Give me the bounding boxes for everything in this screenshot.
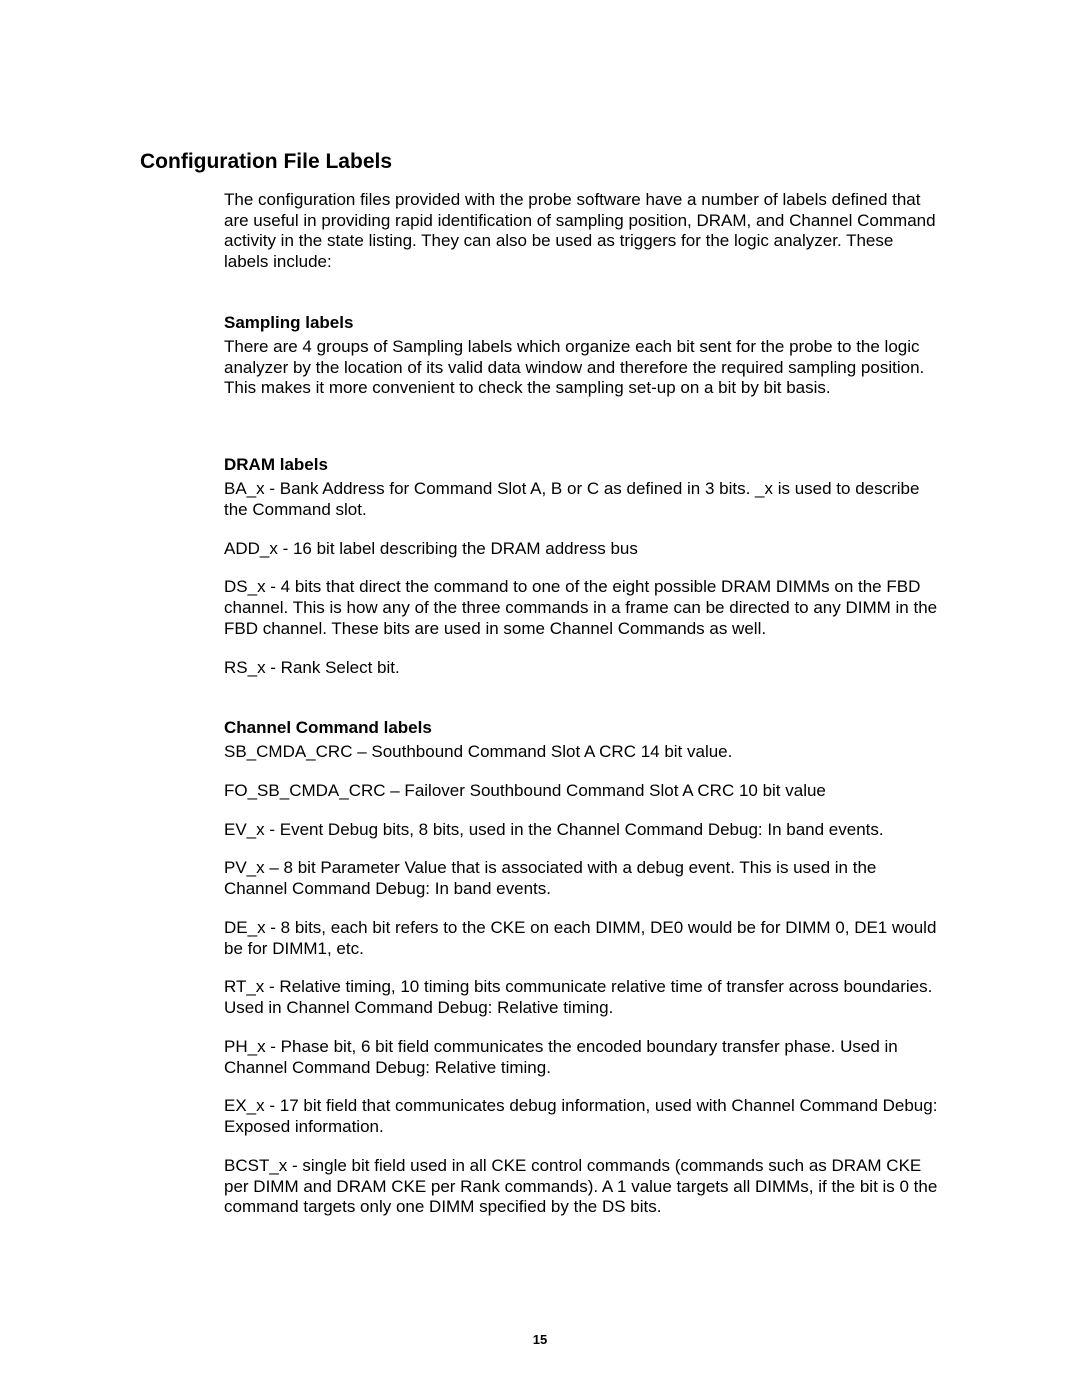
channel-p4: PV_x – 8 bit Parameter Value that is ass…	[224, 858, 940, 899]
dram-p1: BA_x - Bank Address for Command Slot A, …	[224, 479, 940, 520]
channel-p1: SB_CMDA_CRC – Southbound Command Slot A …	[224, 742, 940, 763]
channel-p7: PH_x - Phase bit, 6 bit field communicat…	[224, 1037, 940, 1078]
page-number: 15	[0, 1332, 1080, 1347]
page-content: The configuration files provided with th…	[224, 190, 940, 1218]
heading-channel-command-labels: Channel Command labels	[224, 718, 940, 738]
heading-sampling-labels: Sampling labels	[224, 313, 940, 333]
dram-p2: ADD_x - 16 bit label describing the DRAM…	[224, 539, 940, 560]
channel-p5: DE_x - 8 bits, each bit refers to the CK…	[224, 918, 940, 959]
page-title: Configuration File Labels	[140, 150, 940, 174]
document-page: Configuration File Labels The configurat…	[0, 0, 1080, 1397]
dram-p4: RS_x - Rank Select bit.	[224, 658, 940, 679]
intro-paragraph: The configuration files provided with th…	[224, 190, 940, 273]
dram-p3: DS_x - 4 bits that direct the command to…	[224, 577, 940, 639]
channel-p8: EX_x - 17 bit field that communicates de…	[224, 1096, 940, 1137]
sampling-body: There are 4 groups of Sampling labels wh…	[224, 337, 940, 399]
channel-p6: RT_x - Relative timing, 10 timing bits c…	[224, 977, 940, 1018]
channel-p2: FO_SB_CMDA_CRC – Failover Southbound Com…	[224, 781, 940, 802]
channel-p3: EV_x - Event Debug bits, 8 bits, used in…	[224, 820, 940, 841]
heading-dram-labels: DRAM labels	[224, 455, 940, 475]
channel-p9: BCST_x - single bit field used in all CK…	[224, 1156, 940, 1218]
